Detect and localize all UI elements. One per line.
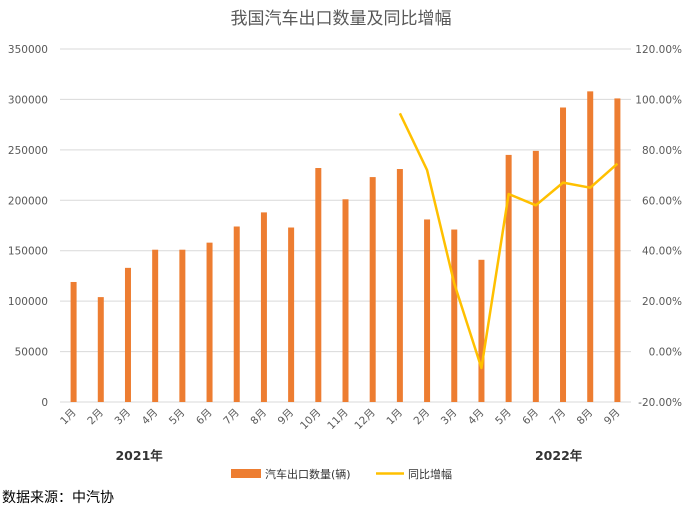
- bar-series: [70, 91, 621, 403]
- x-tick-label: 1月: [58, 407, 79, 428]
- left-tick-label: 250000: [8, 145, 48, 157]
- x-tick-label: 7月: [221, 407, 242, 428]
- x-tick-label: 6月: [520, 407, 541, 428]
- legend: 汽车出口数量(辆) 同比增幅: [231, 467, 452, 481]
- left-axis-ticks: 0 50000 100000 150000 200000 250000 300000 3500…: [8, 44, 48, 409]
- right-axis-ticks: -20.00% 0.00% 20.00% 40.00% 60.00% 80.00% 100.…: [635, 44, 682, 409]
- right-tick-label: 100.00%: [635, 94, 682, 106]
- data-source: 数据来源：中汽协: [2, 490, 114, 506]
- x-tick-label: 2月: [85, 407, 106, 428]
- bar: [342, 199, 349, 402]
- x-tick-label: 1月: [384, 407, 405, 428]
- year-label: 2022年: [535, 448, 583, 463]
- x-tick-label: 8月: [575, 407, 596, 428]
- bar: [587, 91, 594, 403]
- x-tick-label: 9月: [276, 407, 297, 428]
- bar: [260, 212, 267, 402]
- bar: [424, 219, 431, 402]
- chart-title: 我国汽车出口数量及同比增幅: [231, 9, 452, 29]
- left-tick-label: 100000: [8, 296, 48, 308]
- year-label: 2021年: [115, 448, 163, 463]
- x-tick-label: 9月: [602, 407, 623, 428]
- year-labels: 2021年 2022年: [115, 448, 582, 463]
- legend-bar-label: 汽车出口数量(辆): [265, 467, 351, 481]
- x-tick-label: 3月: [439, 407, 460, 428]
- x-tick-label: 5月: [167, 407, 188, 428]
- x-tick-label: 8月: [248, 407, 269, 428]
- bar: [451, 229, 458, 402]
- x-tick-label: 10月: [298, 407, 323, 432]
- bar: [315, 168, 322, 402]
- legend-bar-swatch: [231, 469, 261, 478]
- left-tick-label: 0: [41, 397, 48, 409]
- bar: [288, 227, 295, 402]
- bar: [478, 259, 485, 402]
- bar: [560, 107, 567, 403]
- x-tick-label: 12月: [352, 407, 377, 432]
- left-tick-label: 200000: [8, 195, 48, 207]
- left-tick-label: 50000: [15, 347, 48, 359]
- x-tick-label: 6月: [194, 407, 215, 428]
- bar: [70, 281, 77, 402]
- bar: [614, 98, 621, 403]
- bar: [206, 242, 213, 402]
- bar: [505, 154, 512, 402]
- bar: [97, 297, 104, 402]
- right-tick-label: 0.00%: [649, 347, 682, 359]
- x-tick-label: 4月: [140, 407, 161, 428]
- bar: [369, 177, 376, 402]
- x-tick-label: 7月: [548, 407, 569, 428]
- line-series: [398, 112, 619, 370]
- x-tick-label: 5月: [493, 407, 514, 428]
- x-axis-ticks: 1月 2月 3月 4月 5月 6月 7月 8月 9月 10月 11月 12月 1月 2月 3月 4月 5月 6月 7…: [58, 407, 622, 432]
- x-tick-label: 3月: [112, 407, 133, 428]
- right-tick-label: 60.00%: [642, 195, 682, 207]
- bar: [396, 169, 403, 402]
- x-tick-label: 2月: [412, 407, 433, 428]
- bar: [179, 249, 186, 402]
- bar: [532, 150, 539, 402]
- right-tick-label: 80.00%: [642, 145, 682, 157]
- left-tick-label: 300000: [8, 94, 48, 106]
- right-tick-label: 20.00%: [642, 296, 682, 308]
- legend-line-label: 同比增幅: [408, 467, 452, 481]
- right-tick-label: 40.00%: [642, 246, 682, 258]
- left-tick-label: 350000: [8, 44, 48, 56]
- bar: [124, 267, 131, 402]
- bar: [152, 249, 159, 402]
- left-tick-label: 150000: [8, 246, 48, 258]
- x-tick-label: 4月: [466, 407, 487, 428]
- bar: [233, 226, 240, 402]
- right-tick-label: -20.00%: [638, 397, 682, 409]
- right-tick-label: 120.00%: [635, 44, 682, 56]
- x-tick-label: 11月: [325, 407, 350, 432]
